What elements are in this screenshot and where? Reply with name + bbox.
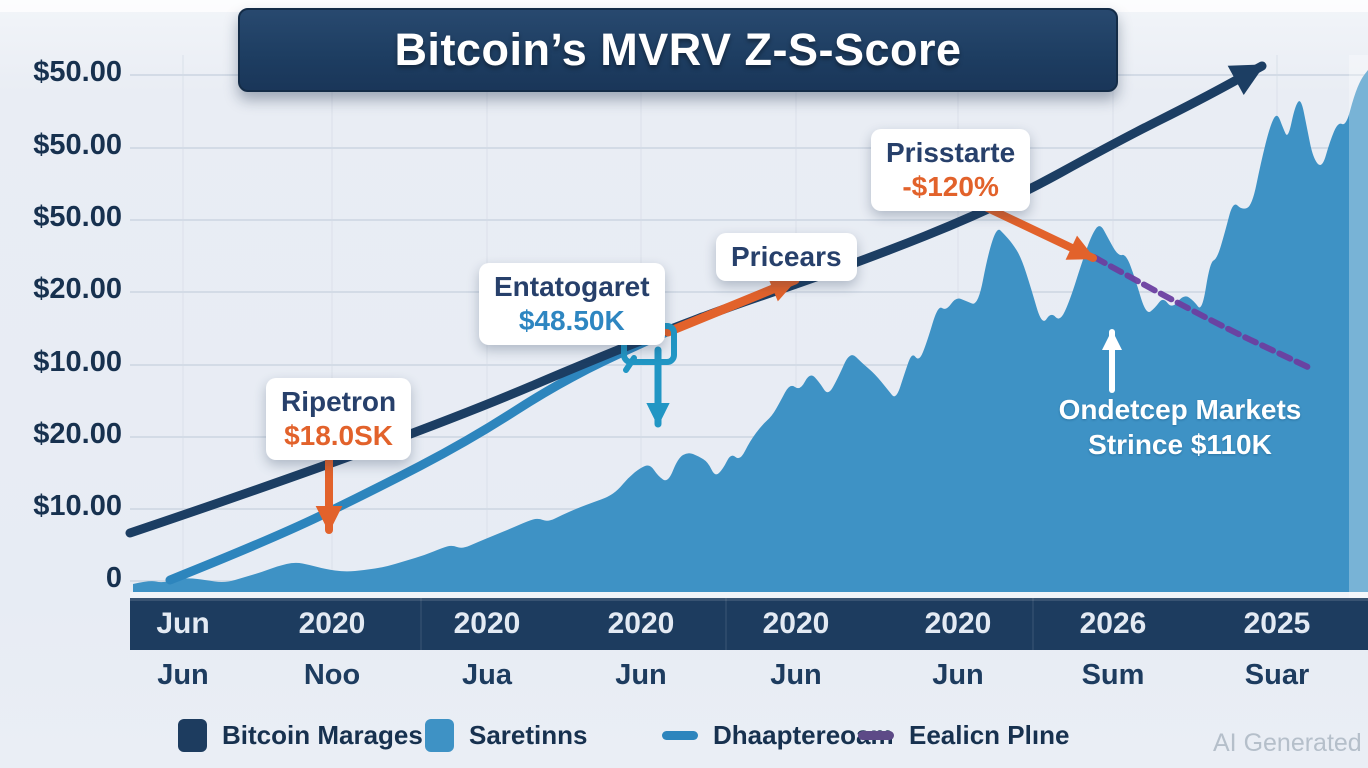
y-axis-label: 0 <box>105 562 122 594</box>
x-axis-sub-label: Noo <box>303 659 361 691</box>
legend-swatch-line <box>858 730 894 740</box>
callout-pricears-title: Pricears <box>731 241 842 272</box>
x-axis-band-label: 2026 <box>1079 607 1147 640</box>
x-axis-band-label: 2025 <box>1243 607 1311 640</box>
x-axis-band-label: 2020 <box>924 607 992 640</box>
callout-prisstarte: Prisstarte -$120% <box>871 129 1031 211</box>
on-area-annotation: Ondetcep Markets Strince $110K <box>1020 392 1340 462</box>
band-seam <box>725 598 727 650</box>
legend-label: Saretinns <box>469 719 588 750</box>
x-axis-band-label: Jun <box>156 607 210 640</box>
callout-ripetron: Ripetron $18.0SK <box>266 378 412 460</box>
callout-entatogaret-title: Entatogaret <box>494 271 650 302</box>
legend-swatch-square <box>425 718 454 752</box>
ai-generated-watermark: AI Generated <box>1213 729 1362 757</box>
legend-label: Bitcoin Marages <box>222 719 423 750</box>
y-axis-label: $50.00 <box>33 129 122 161</box>
y-axis-label: $10.00 <box>33 490 122 522</box>
on-area-annotation-line2: Strince $110K <box>1088 429 1272 460</box>
x-axis-sub-label: Sum <box>1081 659 1145 691</box>
callout-pricears: Pricears <box>716 233 857 281</box>
x-axis-sub-label: Jun <box>932 659 984 691</box>
callout-entatogaret-value: $48.50K <box>518 305 625 336</box>
legend-item: Saretinns <box>425 712 588 758</box>
x-axis-sub-label: Jun <box>615 659 667 691</box>
legend-swatch-square <box>178 718 207 752</box>
y-axis-label: $20.00 <box>33 273 122 305</box>
x-axis-sub-label: Jun <box>770 659 822 691</box>
callout-prisstarte-value: -$120% <box>902 171 999 202</box>
y-axis-label: $50.00 <box>33 56 122 88</box>
x-axis-band-label: 2020 <box>607 607 675 640</box>
x-axis-band: Jun 2020 2020 2020 2020 2020 2026 2025 <box>130 598 1368 650</box>
x-axis-sub-label: Jun <box>157 659 209 691</box>
y-axis-label: $10.00 <box>33 346 122 378</box>
legend: Bitcoin Marages Saretinns Dhaaptereoam Eeal… <box>0 712 1368 762</box>
x-axis-sub-label: Jua <box>462 659 512 691</box>
legend-item: Bitcoin Marages <box>178 712 423 758</box>
callout-entatogaret: Entatogaret $48.50K <box>479 263 665 345</box>
callout-ripetron-title: Ripetron <box>281 386 397 417</box>
y-axis-label: $50.00 <box>33 201 122 233</box>
callout-prisstarte-title: Prisstarte <box>886 137 1016 168</box>
callout-ripetron-value: $18.0SK <box>284 420 394 451</box>
band-seam <box>420 598 422 650</box>
legend-label: Eealicn Plıne <box>909 719 1070 750</box>
on-area-annotation-line1: Ondetcep Markets <box>1058 394 1302 425</box>
x-axis-band-label: 2020 <box>298 607 366 640</box>
title-banner: Bitcoin’s MVRV Z-S-Score <box>238 8 1118 92</box>
legend-item: Eealicn Plıne <box>858 712 1069 758</box>
y-axis-label: $20.00 <box>33 418 122 450</box>
legend-swatch-line <box>662 730 698 740</box>
chart-title: Bitcoin’s MVRV Z-S-Score <box>394 24 962 75</box>
x-axis-band-label: 2020 <box>762 607 830 640</box>
x-axis-sub-label: Suar <box>1244 659 1310 691</box>
band-seam <box>1032 598 1034 650</box>
x-axis-band-label: 2020 <box>453 607 521 640</box>
